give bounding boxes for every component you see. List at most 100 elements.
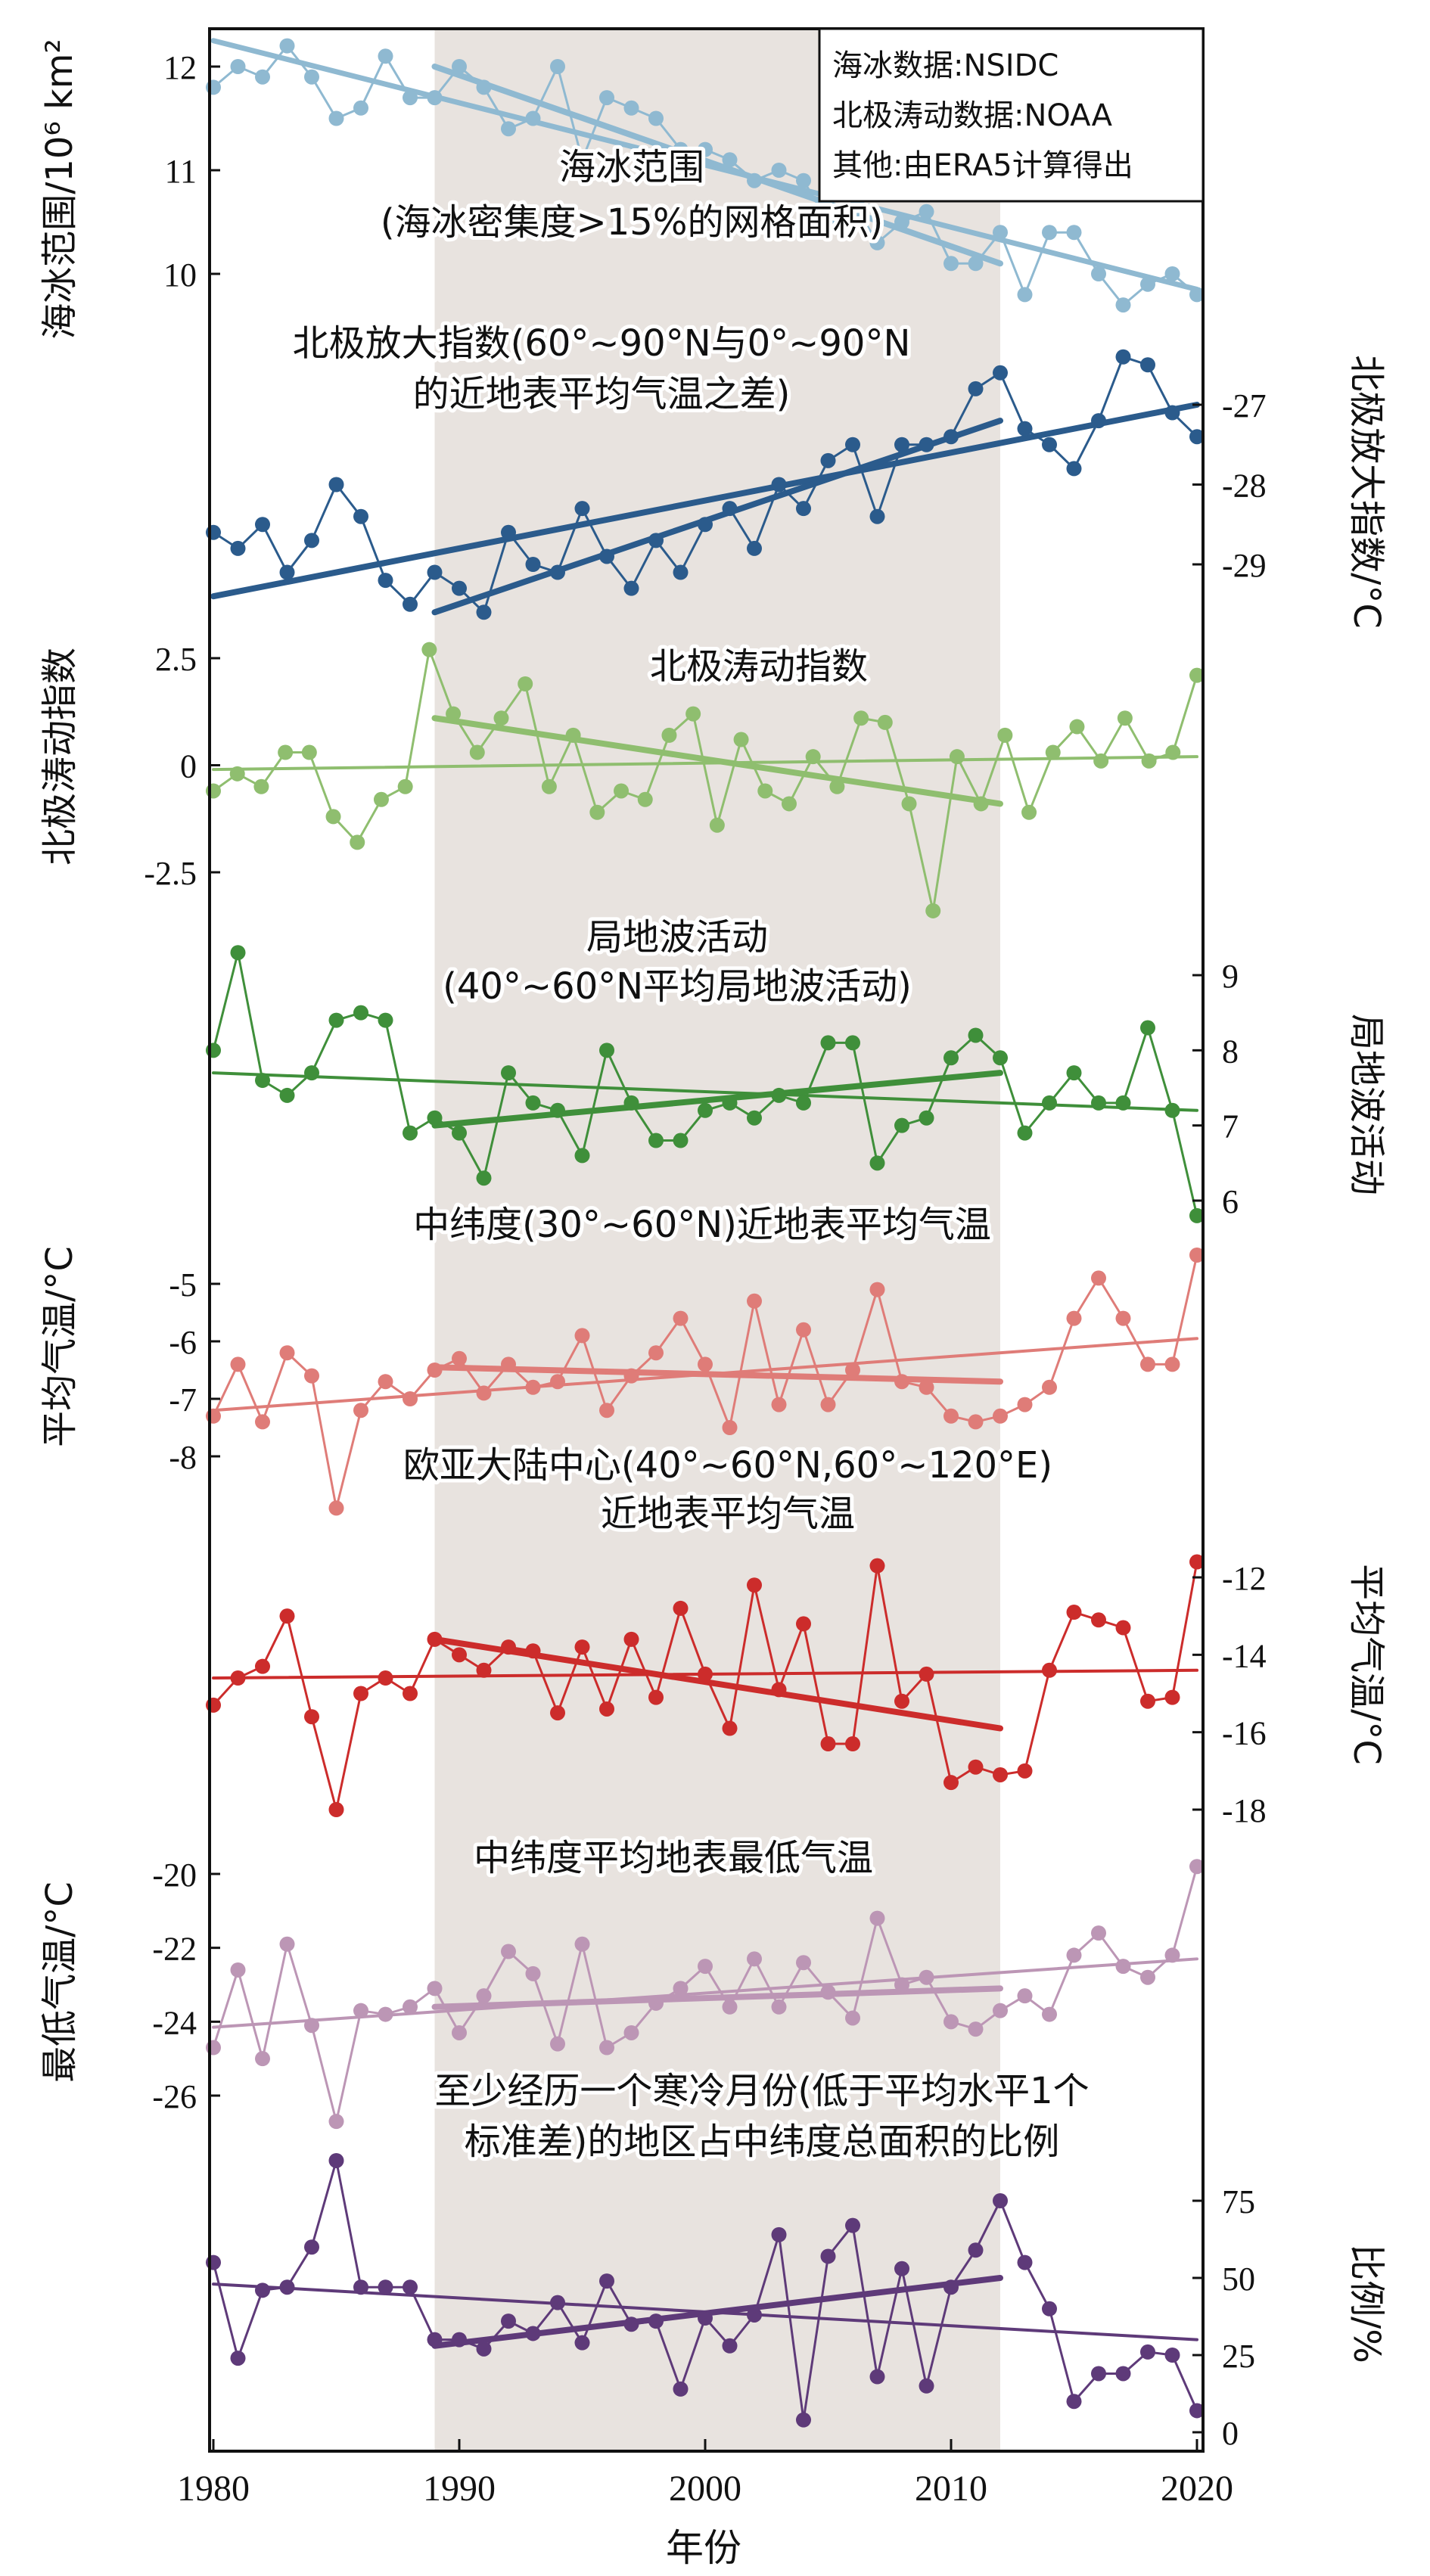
data-point-local_wave bbox=[968, 1027, 984, 1043]
data-point-local_wave bbox=[623, 1095, 639, 1111]
data-point-arctic_oscillation bbox=[446, 706, 462, 722]
data-point-cold_month_area bbox=[378, 2279, 393, 2295]
x-axis: 1980 1990 2000 2010 2020 年份 bbox=[177, 2439, 1233, 2570]
y-tick-label-arctic_amplification: -29 bbox=[1222, 547, 1267, 584]
data-point-arctic_oscillation bbox=[973, 796, 989, 812]
data-point-sea_ice bbox=[304, 69, 319, 85]
data-point-arctic_amplification bbox=[452, 580, 467, 596]
data-point-arctic_oscillation bbox=[1069, 719, 1085, 735]
panel-title-cold_month_area: 标准差)的地区占中纬度总面积的比例 bbox=[465, 2121, 1060, 2163]
data-point-cold_month_area bbox=[353, 2279, 368, 2295]
data-point-min_temp bbox=[328, 2114, 344, 2130]
data-point-arctic_oscillation bbox=[925, 903, 941, 918]
data-point-arctic_amplification bbox=[1140, 357, 1155, 373]
data-point-midlat_temp bbox=[648, 1345, 664, 1361]
data-point-cold_month_area bbox=[869, 2369, 885, 2385]
x-tick-label: 2010 bbox=[915, 2469, 987, 2509]
data-point-local_wave bbox=[599, 1043, 614, 1058]
data-point-sea_ice bbox=[476, 79, 492, 95]
y-tick-label-min_temp: -22 bbox=[152, 1931, 197, 1968]
data-point-min_temp bbox=[845, 2010, 860, 2026]
data-point-min_temp bbox=[304, 2018, 319, 2034]
data-point-local_wave bbox=[378, 1012, 393, 1028]
data-point-min_temp bbox=[648, 1995, 664, 2011]
data-point-midlat_temp bbox=[943, 1408, 959, 1424]
data-point-local_wave bbox=[304, 1065, 319, 1081]
data-point-sea_ice bbox=[525, 110, 541, 126]
data-point-midlat_temp bbox=[1017, 1397, 1033, 1412]
data-point-arctic_oscillation bbox=[278, 744, 294, 760]
data-point-eurasia_temp bbox=[968, 1759, 984, 1775]
data-point-arctic_amplification bbox=[943, 429, 959, 445]
data-point-arctic_oscillation bbox=[301, 744, 317, 760]
data-point-midlat_temp bbox=[919, 1379, 934, 1395]
data-point-sea_ice bbox=[378, 48, 393, 64]
data-point-cold_month_area bbox=[1066, 2394, 1082, 2410]
data-point-sea_ice bbox=[1140, 276, 1155, 292]
data-point-sea_ice bbox=[771, 163, 787, 178]
data-point-arctic_amplification bbox=[279, 564, 295, 580]
data-point-eurasia_temp bbox=[722, 1720, 738, 1736]
data-point-sea_ice bbox=[599, 90, 614, 106]
data-point-min_temp bbox=[427, 1981, 443, 1996]
data-point-arctic_oscillation bbox=[325, 809, 341, 825]
data-point-arctic_oscillation bbox=[1045, 744, 1061, 760]
data-point-min_temp bbox=[574, 1936, 590, 1952]
data-point-min_temp bbox=[1042, 2006, 1057, 2022]
data-point-midlat_temp bbox=[747, 1293, 762, 1309]
panel-title-eurasia_temp: 近地表平均气温 bbox=[601, 1493, 855, 1535]
y-tick-label-sea_ice: 12 bbox=[163, 49, 197, 86]
panel-title-arctic_amplification: 的近地表平均气温之差) bbox=[413, 373, 791, 415]
data-point-arctic_oscillation bbox=[757, 783, 773, 799]
data-point-midlat_temp bbox=[796, 1322, 811, 1338]
data-point-local_wave bbox=[427, 1110, 443, 1126]
data-point-arctic_amplification bbox=[501, 524, 516, 540]
y-tick-label-midlat_temp: -5 bbox=[169, 1266, 197, 1304]
data-point-eurasia_temp bbox=[1091, 1612, 1106, 1628]
data-point-midlat_temp bbox=[1115, 1310, 1131, 1326]
data-point-midlat_temp bbox=[1164, 1356, 1180, 1372]
data-point-arctic_oscillation bbox=[614, 783, 630, 799]
data-point-local_wave bbox=[1066, 1065, 1082, 1081]
data-point-eurasia_temp bbox=[476, 1662, 492, 1678]
y-tick-label-midlat_temp: -7 bbox=[169, 1381, 197, 1419]
y-tick-label-sea_ice: 10 bbox=[163, 256, 197, 294]
data-point-sea_ice bbox=[698, 141, 713, 157]
data-point-local_wave bbox=[993, 1050, 1008, 1066]
data-point-min_temp bbox=[1115, 1959, 1131, 1975]
data-point-midlat_temp bbox=[353, 1403, 368, 1419]
data-point-arctic_amplification bbox=[230, 540, 246, 556]
data-point-cold_month_area bbox=[230, 2351, 246, 2366]
data-point-eurasia_temp bbox=[328, 1802, 344, 1817]
data-point-cold_month_area bbox=[993, 2193, 1008, 2208]
data-point-local_wave bbox=[1017, 1125, 1033, 1141]
data-point-local_wave bbox=[501, 1065, 516, 1081]
data-point-eurasia_temp bbox=[623, 1631, 639, 1647]
data-point-arctic_oscillation bbox=[709, 817, 725, 833]
data-point-arctic_oscillation bbox=[1141, 753, 1157, 769]
data-point-cold_month_area bbox=[623, 2317, 639, 2332]
data-point-local_wave bbox=[698, 1102, 713, 1118]
x-tick-label: 1990 bbox=[423, 2469, 496, 2509]
data-point-local_wave bbox=[328, 1012, 344, 1028]
data-point-min_temp bbox=[550, 2036, 565, 2052]
data-point-cold_month_area bbox=[968, 2242, 984, 2258]
data-point-midlat_temp bbox=[403, 1391, 418, 1406]
data-point-min_temp bbox=[1189, 1859, 1205, 1875]
data-point-local_wave bbox=[1164, 1102, 1180, 1118]
data-point-min_temp bbox=[255, 2051, 270, 2067]
data-point-eurasia_temp bbox=[673, 1600, 689, 1616]
data-point-eurasia_temp bbox=[943, 1775, 959, 1791]
data-point-min_temp bbox=[722, 1999, 738, 2015]
data-point-eurasia_temp bbox=[698, 1666, 713, 1682]
data-point-arctic_oscillation bbox=[421, 642, 437, 657]
data-point-cold_month_area bbox=[550, 2295, 565, 2310]
data-point-midlat_temp bbox=[1189, 1248, 1205, 1263]
data-point-sea_ice bbox=[943, 256, 959, 272]
panel-title-midlat_temp: 中纬度(30°~60°N)近地表平均气温 bbox=[413, 1204, 991, 1246]
data-point-arctic_amplification bbox=[1189, 429, 1205, 445]
data-point-arctic_amplification bbox=[968, 381, 984, 396]
data-point-midlat_temp bbox=[1042, 1379, 1057, 1395]
data-point-arctic_amplification bbox=[747, 540, 762, 556]
data-point-local_wave bbox=[452, 1125, 467, 1141]
